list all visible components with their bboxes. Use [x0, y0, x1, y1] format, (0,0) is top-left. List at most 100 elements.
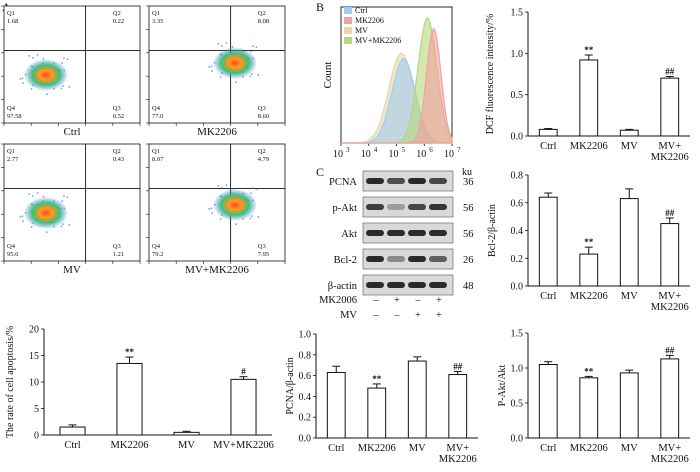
- flow-density-cloud: [213, 189, 257, 221]
- flow-event-dot: [225, 42, 228, 44]
- quadrant-name-q3: Q3: [113, 105, 121, 112]
- flow-plot-caption: MK2206: [197, 126, 237, 138]
- legend-entry: MV+MK2206: [355, 36, 401, 45]
- significance-mark: ##: [665, 345, 675, 355]
- blot-row-kd: 26: [463, 255, 474, 266]
- flow-event-dot: [31, 195, 34, 197]
- flow-event-dot: [250, 192, 253, 194]
- quadrant-value-q3: 7.95: [258, 251, 269, 258]
- quadrant-name-q3: Q3: [258, 243, 266, 250]
- bar-1: [116, 362, 143, 436]
- dcf-chart: 0.0 0.5 1.0 1.5 DCF fluorescence intensity/%…: [485, 8, 690, 163]
- quadrant-value-q2: 0.43: [113, 156, 124, 163]
- flow-event-dot: [45, 93, 48, 96]
- bar-3: [660, 358, 680, 439]
- flow-event-dot: [255, 46, 258, 49]
- flow-event-dot: [225, 184, 228, 186]
- flow-event-dot: [60, 225, 63, 228]
- y-tick-label: 1.0: [511, 49, 524, 60]
- flow-event-dot: [249, 217, 252, 220]
- legend-swatch: [344, 7, 352, 14]
- category-label: MV: [621, 141, 638, 152]
- bcl2-chart: 0.0 0.2 0.4 0.6 0.8 Bcl-2/β-actin Ctrl ** MK2206…: [487, 171, 690, 313]
- flow-event-dot: [62, 223, 64, 226]
- blot-row-label: p-Akt: [333, 203, 358, 214]
- flow-plot-caption: Ctrl: [63, 126, 80, 138]
- blot-band: [408, 256, 426, 262]
- quadrant-value-q2: 4.79: [258, 156, 269, 163]
- bar-3: [660, 77, 680, 137]
- blot-band: [429, 256, 447, 262]
- blot-band: [408, 282, 426, 288]
- quadrant-name-q3: Q3: [113, 243, 121, 250]
- apoptosis-chart: 0 5 10 15 20 The rate of cell apoptosis/% Ctrl…: [5, 325, 274, 452]
- y-tick-label: 0.6: [511, 198, 524, 209]
- flow-event-dot: [217, 184, 220, 187]
- flow-event-dot: [68, 86, 71, 88]
- hist-x-tick-label: 10: [416, 149, 426, 160]
- bar-0: [538, 364, 558, 439]
- flow-event-dot: [208, 66, 211, 68]
- y-tick-label: 0.5: [511, 90, 524, 101]
- category-label: MK2206: [570, 291, 608, 302]
- category-label: MK2206: [358, 443, 396, 454]
- y-tick-label: 1.0: [511, 364, 524, 375]
- category-label: MV: [409, 443, 426, 454]
- flow-event-dot: [61, 62, 64, 64]
- flow-event-dot: [220, 187, 223, 189]
- treatment-sign: –: [394, 310, 401, 321]
- pcna-chart: 0.0 0.2 0.4 0.6 0.8 1.0 PCNA/β-actin Ctrl ** MK22…: [285, 330, 478, 465]
- category-label: MK2206: [651, 302, 689, 313]
- panel-label-c: C: [316, 165, 324, 179]
- y-tick-label: 0.5: [511, 399, 524, 410]
- hist-x-tick-label: 10: [389, 149, 399, 160]
- flow-event-dot: [249, 75, 252, 78]
- flow-event-dot: [31, 57, 34, 59]
- y-tick-label: 1.5: [511, 329, 524, 340]
- flow-cytometry-panels: Q11.68Q20.22Q497.58Q30.52CtrlQ13.35Q28.0…: [1, 5, 286, 276]
- quadrant-name-q4: Q4: [152, 105, 161, 112]
- bar-0: [326, 371, 346, 439]
- blot-band: [408, 230, 426, 236]
- y-axis-label: PCNA/β-actin: [285, 357, 296, 414]
- y-tick-label: 0.0: [299, 434, 312, 445]
- treatment-sign: +: [436, 310, 442, 321]
- y-tick-label: 15: [29, 351, 39, 362]
- y-tick-label: 0.8: [511, 171, 524, 182]
- y-tick-label: 0: [34, 431, 39, 442]
- legend-entry: MV: [355, 26, 368, 35]
- category-label: MV+: [658, 141, 681, 152]
- blot-band: [366, 256, 384, 262]
- flow-event-dot: [36, 54, 39, 56]
- bar-2: [173, 431, 200, 436]
- legend-entry: MK2206: [355, 16, 384, 25]
- flow-event-dot: [219, 218, 222, 220]
- y-tick-label: 0.8: [299, 350, 312, 361]
- quadrant-value-q4: 95.6: [7, 251, 19, 258]
- flow-event-dot: [28, 192, 31, 195]
- flow-density-cloud: [213, 47, 257, 79]
- blot-row-kd: 56: [463, 203, 474, 214]
- category-label: Ctrl: [540, 291, 556, 302]
- significance-mark: **: [584, 237, 594, 247]
- blot-band: [429, 230, 447, 236]
- flow-event-dot: [28, 54, 31, 57]
- quadrant-value-q2: 8.08: [258, 18, 269, 25]
- flow-event-dot: [211, 70, 213, 72]
- y-tick-label: 0.0: [511, 434, 524, 445]
- flow-event-dot: [257, 216, 260, 218]
- bar-3: [448, 374, 468, 439]
- bar-2: [407, 360, 427, 439]
- quadrant-value-q3: 0.52: [113, 113, 124, 120]
- category-label: Ctrl: [64, 440, 80, 451]
- flow-event-dot: [63, 57, 65, 60]
- y-tick-label: 0.4: [299, 392, 312, 403]
- category-label: MV+MK2206: [213, 440, 274, 451]
- flow-event-dot: [252, 45, 254, 48]
- hist-x-tick-exponent: 4: [374, 146, 378, 154]
- bar-1: [367, 387, 387, 439]
- flow-event-dot: [210, 207, 213, 210]
- flow-event-dot: [255, 188, 258, 191]
